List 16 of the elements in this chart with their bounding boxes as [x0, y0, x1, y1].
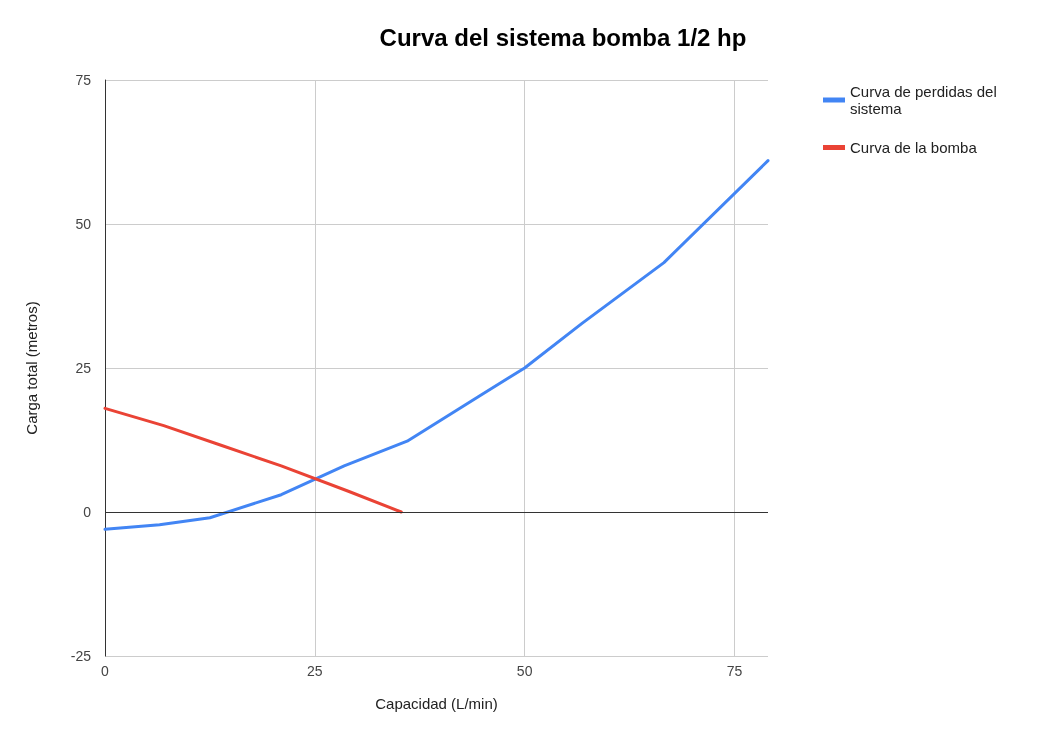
- legend-label: Curva de la bomba: [850, 139, 978, 156]
- line-series: [103, 159, 770, 531]
- x-tick-label: 0: [101, 663, 110, 679]
- line-series: [103, 406, 403, 514]
- x-tick-label: 50: [516, 663, 533, 679]
- x-tick-label: 75: [726, 663, 743, 679]
- x-axis-title: Capacidad (L/min): [375, 695, 498, 712]
- y-tick-label: 25: [75, 360, 92, 376]
- y-tick-label: 50: [75, 216, 92, 232]
- legend-label: Curva de perdidas del sistema: [850, 83, 997, 117]
- y-tick-label: -25: [70, 648, 92, 664]
- y-tick-label: 75: [75, 72, 92, 88]
- chart-title: Curva del sistema bomba 1/2 hp: [379, 23, 747, 51]
- y-axis-title: Carga total (metros): [23, 301, 40, 435]
- y-tick-label: 0: [83, 504, 92, 520]
- x-tick-label: 25: [307, 663, 323, 679]
